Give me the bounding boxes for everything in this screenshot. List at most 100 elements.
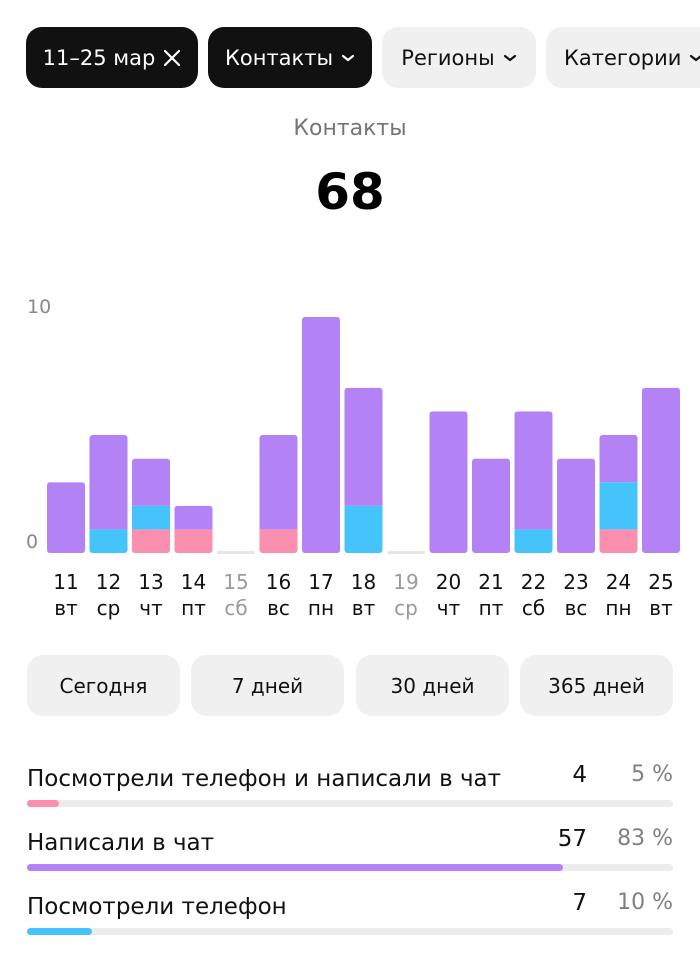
regions-dropdown-label: Регионы (401, 45, 495, 70)
bar-segment-phone (514, 529, 553, 553)
bar-segment-phone (132, 505, 170, 530)
bar-day-17[interactable] (302, 317, 340, 553)
breakdown-label: Посмотрели телефон и написали в чат (27, 766, 502, 792)
breakdown-row-phone: Посмотрели телефон 7 10 % (27, 890, 673, 954)
bar-segment-chat (132, 458, 170, 506)
bar-segment-phone (89, 529, 128, 553)
bar-segment-chat (642, 387, 680, 553)
x-tick-weekday: пт (479, 596, 504, 620)
categories-dropdown-chip[interactable]: Категории (546, 27, 700, 88)
breakdown-count: 7 (572, 890, 587, 916)
bar-day-20[interactable] (429, 411, 468, 553)
bar-segment-chat (47, 482, 85, 553)
close-icon[interactable] (163, 49, 181, 67)
bar-day-22[interactable] (514, 411, 553, 553)
breakdown-row-both: Посмотрели телефон и написали в чат 4 5 … (27, 762, 673, 826)
bar-segment-both (174, 529, 213, 553)
bar-day-21[interactable] (472, 458, 510, 553)
x-tick-weekday: сб (224, 596, 247, 620)
x-tick-weekday: чт (437, 596, 461, 620)
x-tick-day: 17 (308, 570, 333, 594)
x-tick-weekday: вс (267, 596, 290, 620)
bar-day-16[interactable] (259, 435, 298, 553)
x-tick-day: 24 (606, 570, 631, 594)
x-tick-weekday: вт (352, 596, 376, 620)
chevron-down-icon (503, 53, 517, 63)
breakdown-count: 4 (572, 762, 587, 788)
chevron-down-icon (341, 53, 355, 63)
x-tick-weekday: вт (649, 596, 673, 620)
metric-dropdown-chip[interactable]: Контакты (208, 27, 372, 88)
bar-day-18[interactable] (344, 387, 383, 553)
period-selector: Сегодня 7 дней 30 дней 365 дней (27, 655, 674, 716)
bar-segment-both (599, 529, 638, 553)
bar-segment-chat (302, 317, 340, 553)
x-tick-weekday: сб (522, 596, 545, 620)
bar-day-23[interactable] (557, 458, 595, 553)
bar-segment-chat (514, 411, 553, 530)
y-tick-label-max: 10 (27, 296, 51, 318)
x-tick-day: 18 (351, 570, 376, 594)
bar-day-13[interactable] (132, 458, 170, 553)
period-today-button[interactable]: Сегодня (27, 655, 180, 716)
breakdown-label: Написали в чат (27, 830, 215, 856)
bar-day-25[interactable] (642, 387, 680, 553)
breakdown-percent: 10 % (617, 890, 673, 915)
bar-segment-chat (472, 458, 510, 553)
period-365-days-button[interactable]: 365 дней (520, 655, 673, 716)
x-tick-day: 13 (138, 570, 163, 594)
bar-segment-chat (344, 387, 383, 506)
x-tick-day: 20 (436, 570, 461, 594)
bar-day-14[interactable] (174, 505, 213, 553)
x-tick-weekday: вт (54, 596, 78, 620)
bar-empty-placeholder (217, 551, 255, 554)
date-range-label: 11–25 мар (42, 45, 156, 70)
x-tick-weekday: ср (394, 596, 418, 620)
x-tick-day: 15 (223, 570, 248, 594)
x-tick-day: 19 (393, 570, 418, 594)
bar-segment-chat (259, 435, 298, 530)
x-tick-weekday: чт (139, 596, 163, 620)
x-tick-day: 21 (478, 570, 503, 594)
bar-day-19[interactable] (387, 551, 425, 554)
period-30-days-button[interactable]: 30 дней (356, 655, 509, 716)
breakdown-progress-fill (27, 864, 564, 871)
bar-segment-both (132, 529, 170, 553)
date-range-chip[interactable]: 11–25 мар (26, 27, 198, 88)
metric-title: Контакты (293, 116, 407, 141)
chevron-down-icon (689, 53, 700, 63)
y-tick-label-min: 0 (26, 531, 38, 553)
x-tick-day: 22 (521, 570, 546, 594)
x-tick-weekday: вс (565, 596, 588, 620)
x-tick-weekday: пт (181, 596, 206, 620)
x-tick-weekday: пн (605, 596, 631, 620)
x-tick-weekday: пн (308, 596, 334, 620)
bar-day-12[interactable] (89, 435, 128, 553)
breakdown-percent: 83 % (617, 826, 673, 851)
breakdown-progress-fill (27, 928, 92, 935)
breakdown-progress-fill (27, 800, 60, 807)
bar-day-24[interactable] (599, 435, 638, 553)
contacts-bar-chart: 010 11вт12ср13чт14пт15сб16вс17пн18вт19ср… (26, 296, 680, 620)
bar-segment-phone (344, 505, 383, 553)
breakdown-label: Посмотрели телефон (27, 894, 287, 920)
bar-segment-chat (429, 411, 468, 553)
breakdown-percent: 5 % (631, 762, 673, 787)
x-tick-day: 14 (181, 570, 206, 594)
breakdown-count: 57 (557, 826, 587, 852)
bar-segment-phone (599, 482, 638, 530)
breakdown-row-chat: Написали в чат 57 83 % (27, 826, 673, 890)
bar-day-11[interactable] (47, 482, 85, 553)
x-tick-day: 25 (648, 570, 673, 594)
bar-day-15[interactable] (217, 551, 255, 554)
period-7-days-button[interactable]: 7 дней (191, 655, 344, 716)
bar-segment-chat (89, 435, 128, 530)
bar-segment-chat (174, 505, 213, 530)
metric-total: 68 (315, 163, 385, 221)
categories-dropdown-label: Категории (564, 45, 682, 70)
x-tick-day: 23 (563, 570, 588, 594)
breakdown-progress-track (27, 800, 673, 807)
x-tick-day: 16 (266, 570, 291, 594)
regions-dropdown-chip[interactable]: Регионы (382, 27, 536, 88)
x-tick-weekday: ср (97, 596, 121, 620)
